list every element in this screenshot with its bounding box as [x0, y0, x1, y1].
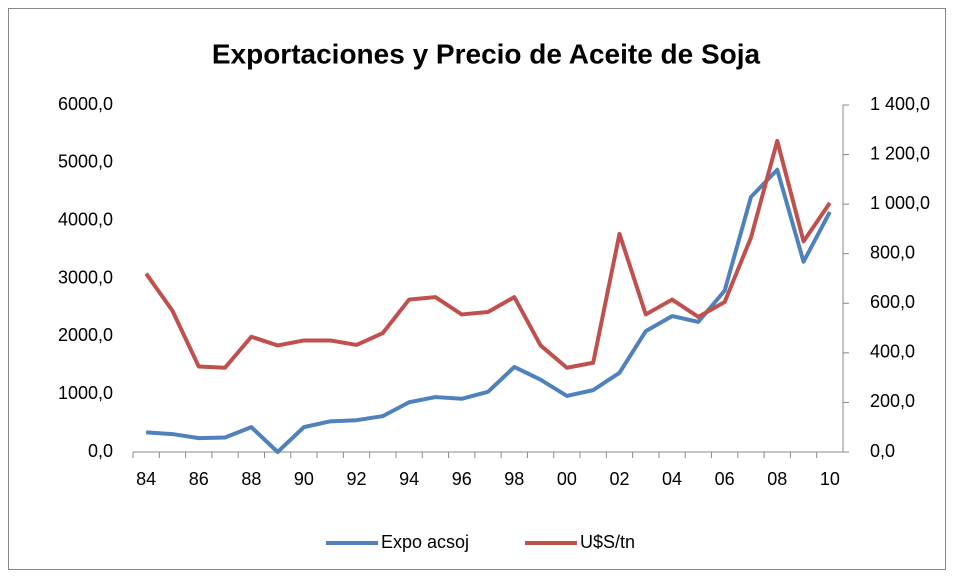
y-tick-label: 3000,0 — [58, 267, 113, 287]
y2-tick-label: 1 000,0 — [870, 193, 930, 213]
x-tick-label: 00 — [557, 469, 577, 489]
x-tick-label: 08 — [767, 469, 787, 489]
y-tick-label: 6000,0 — [58, 94, 113, 114]
x-tick-label: 90 — [294, 469, 314, 489]
y2-tick-label: 1 400,0 — [870, 94, 930, 114]
y-tick-label: 0,0 — [88, 441, 113, 461]
x-tick-label: 02 — [609, 469, 629, 489]
legend-label: U$S/tn — [580, 532, 635, 552]
y2-tick-label: 400,0 — [870, 342, 915, 362]
x-tick-label: 96 — [452, 469, 472, 489]
chart-frame — [8, 8, 946, 570]
y2-tick-label: 0,0 — [870, 441, 895, 461]
y-tick-label: 5000,0 — [58, 152, 113, 172]
x-tick-label: 94 — [399, 469, 419, 489]
y2-tick-label: 600,0 — [870, 292, 915, 312]
y-tick-label: 2000,0 — [58, 325, 113, 345]
series-line — [146, 167, 832, 454]
legend-label: Expo acsoj — [381, 532, 469, 552]
x-tick-label: 98 — [504, 469, 524, 489]
x-tick-label: 86 — [189, 469, 209, 489]
y-tick-label: 4000,0 — [58, 209, 113, 229]
x-tick-label: 92 — [347, 469, 367, 489]
series-line — [144, 138, 832, 370]
x-tick-label: 06 — [715, 469, 735, 489]
y-tick-label: 1000,0 — [58, 383, 113, 403]
x-tick-label: 10 — [820, 469, 840, 489]
x-tick-label: 88 — [241, 469, 261, 489]
y2-tick-label: 800,0 — [870, 242, 915, 262]
x-tick-label: 04 — [662, 469, 682, 489]
y2-tick-label: 1 200,0 — [870, 143, 930, 163]
y2-tick-label: 200,0 — [870, 391, 915, 411]
chart-title: Exportaciones y Precio de Aceite de Soja — [212, 38, 761, 69]
x-tick-label: 84 — [136, 469, 156, 489]
